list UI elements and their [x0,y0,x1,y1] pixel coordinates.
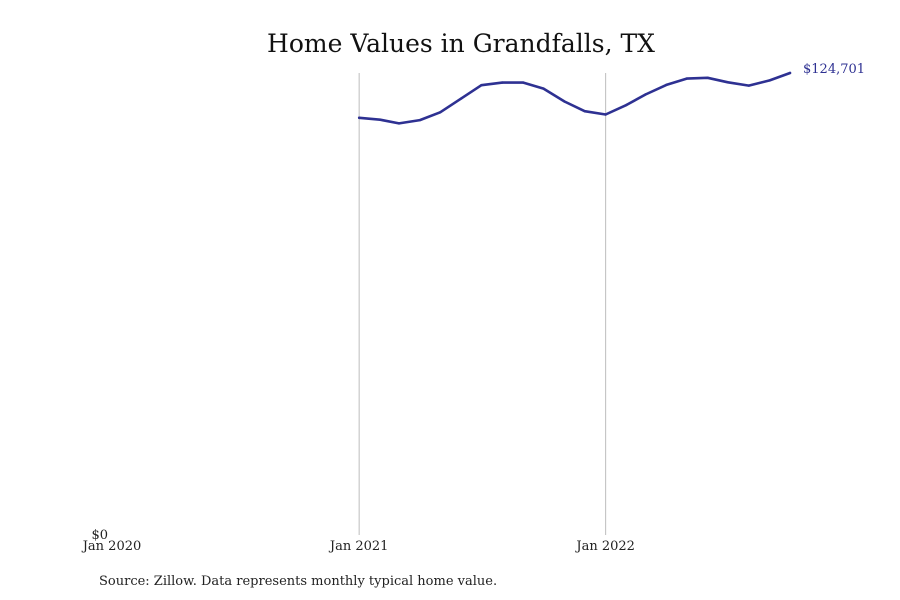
data-point [685,77,688,80]
data-point [542,87,545,90]
data-point [583,109,586,113]
series-line [357,71,792,125]
data-point [604,113,607,116]
x-tick-label: Jan 2022 [574,539,635,554]
data-point [378,118,382,121]
data-point [563,100,566,103]
data-point [726,81,730,84]
data-point [768,79,771,82]
data-point [644,93,647,96]
gridlines [358,73,607,535]
data-point [625,103,628,107]
source-note: Source: Zillow. Data represents monthly … [99,574,497,589]
end-value-label: $124,701 [803,62,865,77]
x-tick-label: Jan 2021 [328,539,389,554]
data-point [706,76,709,80]
data-point [418,118,422,122]
data-point [438,111,442,114]
chart-title: Home Values in Grandfalls, TX [267,29,655,58]
y-tick-label: $0 [91,528,108,543]
data-point [397,122,401,125]
x-axis-ticks: Jan 2020 Jan 2021 Jan 2022 [81,539,635,554]
data-point [665,83,668,87]
data-point [788,71,792,75]
data-point [522,81,525,84]
data-point [501,81,504,84]
data-point [747,84,751,87]
data-point [459,97,463,100]
series-group: $124,701 [357,62,865,125]
data-point [480,84,483,87]
data-point [357,116,361,120]
x-tick-label: Jan 2020 [81,539,142,554]
y-axis-ticks: $0 [91,528,108,543]
